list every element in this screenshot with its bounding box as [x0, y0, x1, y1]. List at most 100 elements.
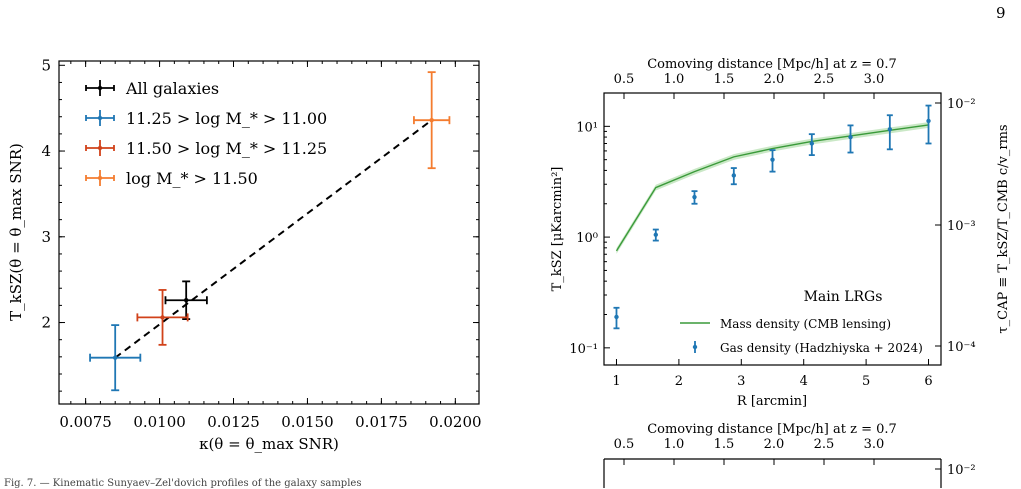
left-chart: 0.0075 0.0100 0.0125 0.0150 0.0175 0.0200 2 3 4 5… — [7, 56, 482, 453]
right-x-tick-label: 1 — [612, 374, 620, 389]
right-y-tick-label: 10⁰ — [576, 231, 598, 246]
left-y-tick-label: 4 — [41, 142, 51, 160]
lower-top-tick-label: 0.5 — [614, 437, 635, 452]
legend-marker-dot — [97, 85, 103, 91]
right-x-tick-label: 5 — [862, 374, 870, 389]
lower-top-tick-label: 3.0 — [864, 437, 885, 452]
left-x-axis-label: κ(θ = θ_max SNR) — [199, 435, 339, 453]
left-ticks: 0.0075 0.0100 0.0125 0.0150 0.0175 0.0200 2 3 4 5 — [41, 56, 481, 431]
legend-marker-dot — [97, 115, 103, 121]
left-plot-frame — [58, 60, 480, 405]
gas-density-point — [613, 306, 620, 330]
right-chart-lower: 0.5 1.0 1.5 2.0 2.5 3.0 10⁻² Comoving distance… — [603, 422, 976, 488]
data-point — [89, 324, 142, 392]
right-points — [613, 104, 932, 330]
left-y-tick-label: 3 — [41, 228, 51, 246]
legend-label: 11.50 > log M_* > 11.25 — [126, 139, 327, 158]
caption-fragment: Fig. 7. — Kinematic Sunyaev–Zel'dovich p… — [4, 478, 362, 489]
legend-dot-marker — [692, 344, 698, 350]
gas-density-point — [691, 190, 698, 205]
gas-density-point — [886, 114, 893, 151]
point-marker — [429, 117, 434, 123]
gas-density-point — [808, 133, 815, 156]
right-secondary-tick-label: 10⁻² — [947, 97, 976, 112]
legend-label: All galaxies — [125, 79, 219, 98]
lower-ticks: 0.5 1.0 1.5 2.0 2.5 3.0 10⁻² — [614, 437, 976, 478]
lower-top-tick-label: 1.0 — [664, 437, 685, 452]
legend-label: log M_* > 11.50 — [126, 169, 258, 188]
right-top-tick-label: 1.5 — [714, 72, 735, 87]
legend-label: Gas density (Hadzhiyska + 2024) — [720, 341, 923, 355]
point-marker — [614, 314, 619, 320]
right-top-tick-label: 3.0 — [864, 72, 885, 87]
point-marker — [160, 315, 165, 320]
left-y-tick-label: 2 — [41, 314, 51, 332]
left-x-tick-label: 0.0100 — [133, 413, 186, 431]
right-y-tick-label: 10¹ — [576, 120, 598, 135]
gas-density-point — [847, 124, 854, 154]
right-ticks: 1 2 3 4 5 6 0.5 1.0 1.5 2.0 2.5 3.0 10⁻¹ 10⁰ 10¹ 10⁻² 10… — [569, 72, 975, 389]
mass-density-band — [616, 122, 929, 254]
left-x-tick-label: 0.0125 — [207, 413, 260, 431]
right-x-tick-label: 4 — [800, 374, 808, 389]
point-marker — [112, 355, 118, 360]
right-y-axis-label: T_kSZ [μKarcmin²] — [550, 167, 565, 292]
point-marker — [809, 141, 815, 146]
page-number: 9 — [996, 4, 1006, 22]
legend-entry: All galaxies — [85, 79, 219, 98]
point-marker — [183, 298, 189, 303]
left-x-tick-label: 0.0075 — [59, 413, 112, 431]
gas-density-point — [925, 104, 932, 145]
gas-density-point — [769, 149, 776, 173]
left-x-tick-label: 0.0200 — [429, 413, 482, 431]
mass-density-line — [615, 124, 929, 252]
gas-density-point — [730, 167, 737, 186]
point-marker — [887, 127, 893, 132]
right-secondary-tick-label: 10⁻³ — [947, 219, 976, 234]
right-top-tick-label: 2.5 — [814, 72, 835, 87]
data-point — [164, 280, 208, 321]
lower-top-tick-label: 2.5 — [814, 437, 835, 452]
right-x-axis-label: R [arcmin] — [737, 394, 807, 409]
legend-entry: log M_* > 11.50 — [85, 169, 258, 188]
point-marker — [692, 194, 697, 200]
left-x-tick-label: 0.0150 — [281, 413, 334, 431]
legend-entry: 11.50 > log M_* > 11.25 — [85, 139, 327, 158]
legend-entry: Gas density (Hadzhiyska + 2024) — [692, 341, 923, 355]
point-marker — [731, 173, 737, 178]
lower-top-axis-label: Comoving distance [Mpc/h] at z = 0.7 — [647, 422, 897, 437]
left-legend: All galaxies 11.25 > log M_* > 11.00 11.50… — [85, 79, 327, 188]
right-x-tick-label: 3 — [737, 374, 745, 389]
right-secondary-tick-label: 10⁻⁴ — [947, 340, 976, 355]
data-point — [136, 289, 189, 346]
legend-entry: Mass density (CMB lensing) — [680, 317, 891, 331]
right-x-tick-label: 6 — [924, 374, 932, 389]
data-point — [413, 71, 451, 170]
legend-label: 11.25 > log M_* > 11.00 — [126, 109, 327, 128]
sample-annotation: Main LRGs — [804, 289, 883, 305]
point-marker — [770, 157, 775, 162]
lower-top-tick-label: 2.0 — [764, 437, 785, 452]
right-x-tick-label: 2 — [675, 374, 683, 389]
right-y-tick-label: 10⁻¹ — [569, 342, 598, 357]
point-marker — [653, 232, 658, 237]
legend-label: Mass density (CMB lensing) — [720, 317, 891, 331]
right-top-tick-label: 1.0 — [664, 72, 685, 87]
lower-top-tick-label: 1.5 — [714, 437, 735, 452]
right-plot-frame — [603, 92, 942, 366]
point-marker — [848, 134, 853, 140]
left-y-axis-label: T_kSZ(θ = θ_max SNR) — [7, 143, 25, 321]
right-chart: 1 2 3 4 5 6 0.5 1.0 1.5 2.0 2.5 3.0 10⁻¹ 10⁰ 10¹ 10⁻² 10… — [550, 57, 1011, 409]
legend-marker-dot — [97, 145, 103, 151]
left-points — [89, 71, 451, 392]
right-top-axis-label: Comoving distance [Mpc/h] at z = 0.7 — [647, 57, 897, 72]
right-secondary-y-axis-label: τ_CAP ≡ T_kSZ/T_CMB c/v_rms — [996, 124, 1011, 333]
right-top-tick-label: 0.5 — [614, 72, 635, 87]
right-top-tick-label: 2.0 — [764, 72, 785, 87]
gas-density-point — [652, 228, 659, 242]
left-x-tick-label: 0.0175 — [355, 413, 408, 431]
right-legend: Mass density (CMB lensing) Gas density (H… — [680, 317, 923, 355]
legend-marker-dot — [97, 175, 103, 181]
left-y-tick-label: 5 — [41, 56, 51, 74]
